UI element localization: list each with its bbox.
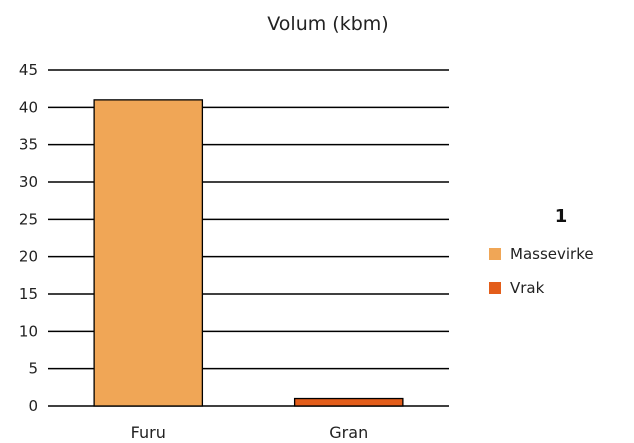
legend-label: Massevirke xyxy=(510,245,594,263)
legend-items: Massevirke Vrak xyxy=(489,245,594,297)
y-tick-label: 10 xyxy=(19,322,38,340)
bar-gran-vrak xyxy=(293,397,404,407)
legend-title: 1 xyxy=(555,206,568,227)
legend: 1 Massevirke Vrak xyxy=(489,206,594,297)
y-tick-label: 25 xyxy=(19,210,38,228)
y-tick-label: 45 xyxy=(19,61,38,79)
x-axis-category-labels: Furu Gran xyxy=(131,423,369,442)
y-axis-tick-labels: 0 5 10 15 20 25 30 35 40 45 xyxy=(19,61,38,415)
legend-label: Vrak xyxy=(510,279,545,297)
y-tick-label: 20 xyxy=(19,248,38,266)
bar-furu-massevirke xyxy=(93,99,204,407)
x-category-label: Furu xyxy=(131,423,166,442)
y-tick-label: 30 xyxy=(19,173,38,191)
bars xyxy=(93,99,404,407)
legend-swatch xyxy=(489,282,501,294)
y-tick-label: 15 xyxy=(19,285,38,303)
x-category-label: Gran xyxy=(329,423,368,442)
y-tick-label: 40 xyxy=(19,98,38,116)
legend-swatch xyxy=(489,248,501,260)
y-tick-label: 5 xyxy=(28,360,38,378)
chart-title: Volum (kbm) xyxy=(267,13,388,35)
y-tick-label: 0 xyxy=(28,397,38,415)
y-tick-label: 35 xyxy=(19,136,38,154)
